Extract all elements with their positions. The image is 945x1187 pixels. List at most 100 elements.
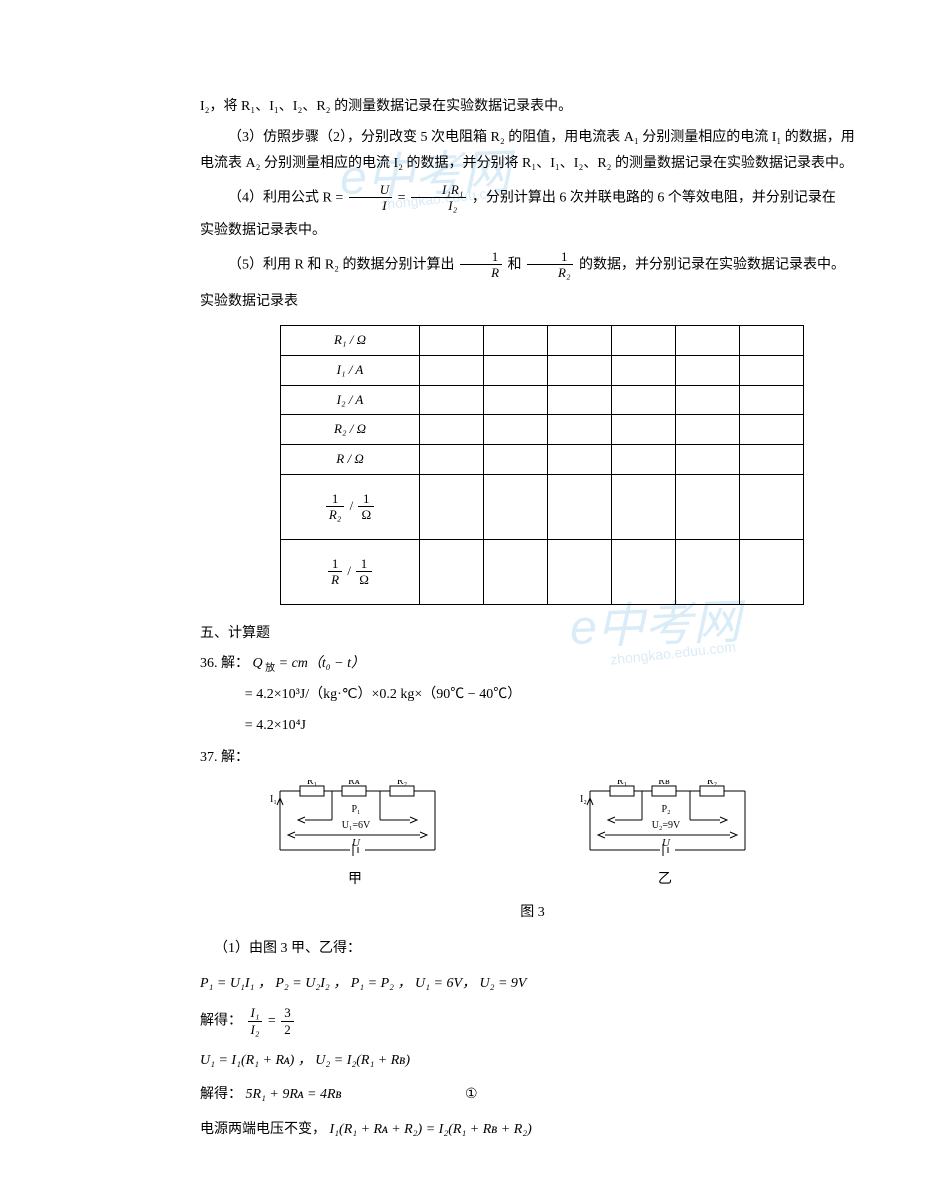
table-cell bbox=[676, 539, 740, 604]
fraction: 3 2 bbox=[281, 1005, 294, 1037]
eq-sign: = bbox=[268, 1014, 279, 1029]
step5-post: 的数据，并分别记录在实验数据记录表中。 bbox=[579, 257, 845, 272]
lbl: U bbox=[662, 837, 671, 849]
circuit-caption-jia: 甲 bbox=[260, 867, 450, 894]
table-cell bbox=[740, 356, 804, 386]
step4-pre: （4）利用公式 R = bbox=[228, 190, 347, 205]
numerator: U bbox=[349, 182, 392, 199]
q36-line2: = 4.2×10³J/（kg·℃）×0.2 kg×（90℃ − 40℃） bbox=[245, 682, 865, 709]
step5-pre: （5）利用 R 和 R₂ 的数据分别计算出 bbox=[228, 257, 458, 272]
numerator: 1 bbox=[527, 249, 573, 266]
lbl: Rʙ bbox=[658, 780, 670, 787]
eq4-pre: 解得： bbox=[200, 1087, 246, 1102]
step4-post: ，分别计算出 6 次并联电路的 6 个等效电阻，并分别记录在 bbox=[472, 190, 836, 205]
step-5: （5）利用 R 和 R₂ 的数据分别计算出 1 R 和 1 R₂ 的数据，并分别… bbox=[200, 249, 865, 281]
table-cell bbox=[484, 415, 548, 445]
table-cell bbox=[420, 326, 484, 356]
lbl: R₁ bbox=[307, 780, 317, 787]
table-cell bbox=[740, 539, 804, 604]
table-cell bbox=[484, 326, 548, 356]
lbl: R₂ bbox=[397, 780, 407, 787]
table-cell bbox=[612, 385, 676, 415]
denominator: I₂ bbox=[248, 1022, 263, 1038]
denominator: I₂ bbox=[411, 198, 466, 214]
table-cell bbox=[612, 474, 676, 539]
table-cell bbox=[548, 539, 612, 604]
table-cell bbox=[420, 385, 484, 415]
lbl: I₁ bbox=[270, 794, 277, 805]
table-cell bbox=[420, 474, 484, 539]
lbl: Rᴀ bbox=[348, 780, 361, 787]
lbl: P₂ bbox=[661, 804, 670, 815]
table-cell bbox=[420, 415, 484, 445]
lbl: U bbox=[352, 837, 361, 849]
data-table-wrap: R₁ / ΩI₁ / AI₂ / AR₂ / ΩR / Ω1R₂ / 1Ω1R … bbox=[280, 325, 865, 604]
table-cell bbox=[612, 356, 676, 386]
fraction: I₁ I₂ bbox=[248, 1005, 263, 1037]
q36-Q: Q bbox=[253, 656, 263, 671]
denominator: R bbox=[460, 265, 502, 281]
table-cell bbox=[676, 356, 740, 386]
table-cell bbox=[548, 445, 612, 475]
table-rowhead: I₁ / A bbox=[281, 356, 420, 386]
step5-mid: 和 bbox=[508, 257, 526, 272]
q37-eq5: 电源两端电压不变， I₁(R₁ + Rᴀ + R₂) = I₂(R₁ + Rʙ … bbox=[200, 1117, 865, 1144]
document-page: e中考网 zhongkao.eduu.com e中考网 zhongkao.edu… bbox=[0, 0, 945, 1187]
table-cell bbox=[676, 326, 740, 356]
circuit-jia: R₁ Rᴀ R₂ P₁ U₁=6V U I₁ 甲 bbox=[260, 780, 450, 894]
table-rowhead: R₂ / Ω bbox=[281, 415, 420, 445]
lbl: R₁ bbox=[617, 780, 627, 787]
table-cell bbox=[420, 539, 484, 604]
fraction: U I bbox=[349, 182, 392, 214]
table-cell bbox=[740, 415, 804, 445]
table-cell bbox=[548, 415, 612, 445]
table-rowhead: 1R₂ / 1Ω bbox=[281, 474, 420, 539]
q37-eq3: U₁ = I₁(R₁ + Rᴀ) ， U₂ = I₂(R₁ + Rʙ) bbox=[200, 1048, 865, 1075]
table-cell bbox=[740, 474, 804, 539]
q36-label: 36. 解： bbox=[200, 656, 249, 671]
table-cell bbox=[548, 474, 612, 539]
eq5-body: I₁(R₁ + Rᴀ + R₂) = I₂(R₁ + Rʙ + R₂) bbox=[330, 1122, 532, 1137]
step-3: （3）仿照步骤（2），分别改变 5 次电阻箱 R₂ 的阻值，用电流表 A₁ 分别… bbox=[200, 125, 865, 178]
section-5-title: 五、计算题 bbox=[200, 621, 865, 648]
circuit-caption-yi: 乙 bbox=[570, 867, 760, 894]
table-cell bbox=[740, 326, 804, 356]
table-cell bbox=[548, 326, 612, 356]
table-cell bbox=[676, 415, 740, 445]
lbl: U₁=6V bbox=[342, 820, 371, 831]
numerator: I₁ bbox=[248, 1005, 263, 1022]
q37-eq4: 解得： 5R₁ + 9Rᴀ = 4Rʙ ① bbox=[200, 1082, 865, 1109]
table-cell bbox=[548, 385, 612, 415]
q37-eq1: P₁ = U₁I₁ ， P₂ = U₂I₂ ， P₁ = P₂ ， U₁ = 6… bbox=[200, 971, 865, 998]
eq-number: ① bbox=[465, 1082, 478, 1109]
lbl: I₂ bbox=[580, 794, 587, 805]
table-cell bbox=[420, 445, 484, 475]
table-cell bbox=[484, 474, 548, 539]
lbl: P₁ bbox=[351, 804, 360, 815]
q36-expr: = cm（t₀ − t） bbox=[279, 656, 365, 671]
table-cell bbox=[676, 474, 740, 539]
step-4: （4）利用公式 R = U I = I₁R₁ I₂ ，分别计算出 6 次并联电路… bbox=[200, 182, 865, 214]
q37-intro: （1）由图 3 甲、乙得： bbox=[200, 936, 865, 963]
fraction: 1 R bbox=[460, 249, 502, 281]
table-cell bbox=[612, 415, 676, 445]
denominator: 2 bbox=[281, 1022, 294, 1038]
data-table: R₁ / ΩI₁ / AI₂ / AR₂ / ΩR / Ω1R₂ / 1Ω1R … bbox=[280, 325, 804, 604]
table-cell bbox=[484, 539, 548, 604]
lbl: U₂=9V bbox=[652, 820, 681, 831]
table-cell bbox=[420, 356, 484, 386]
numerator: 3 bbox=[281, 1005, 294, 1022]
q37-eq2: 解得： I₁ I₂ = 3 2 bbox=[200, 1005, 865, 1037]
q36-sub: 放 bbox=[263, 663, 276, 674]
table-cell bbox=[484, 445, 548, 475]
eq5-pre: 电源两端电压不变， bbox=[200, 1122, 326, 1137]
table-cell bbox=[740, 445, 804, 475]
denominator: I bbox=[349, 198, 392, 214]
table-cell bbox=[612, 445, 676, 475]
fraction: I₁R₁ I₂ bbox=[411, 182, 466, 214]
table-rowhead: 1R / 1Ω bbox=[281, 539, 420, 604]
table-cell bbox=[484, 356, 548, 386]
table-cell bbox=[676, 385, 740, 415]
numerator: I₁R₁ bbox=[411, 182, 466, 199]
paragraph-top: I₂，将 R₁、I₁、I₂、R₂ 的测量数据记录在实验数据记录表中。 bbox=[200, 94, 865, 121]
